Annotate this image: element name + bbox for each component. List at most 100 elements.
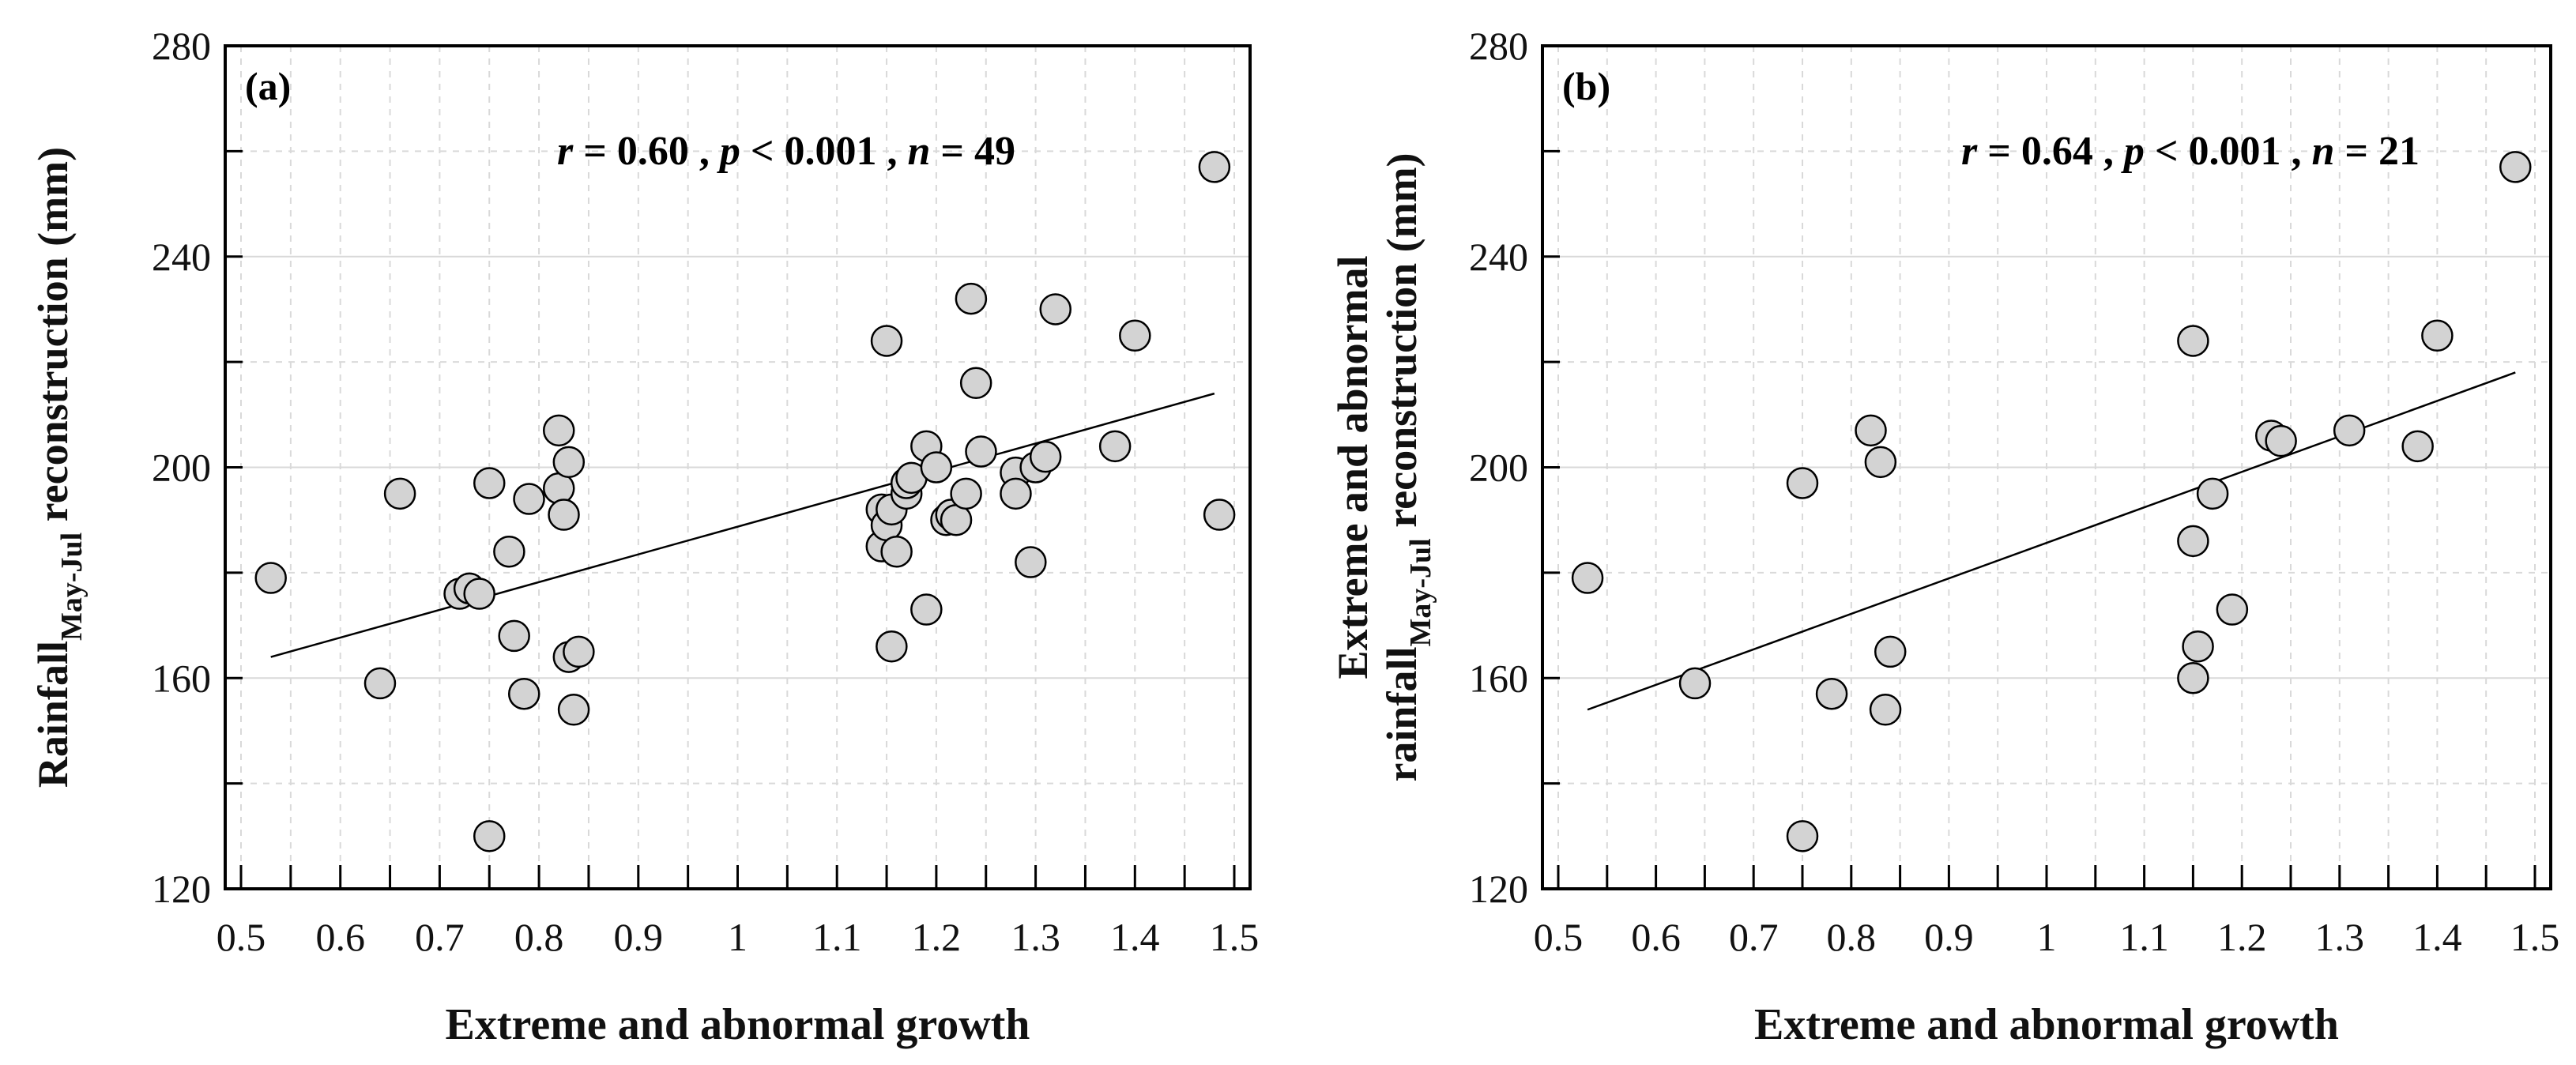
y-tick-label: 120	[1469, 867, 1528, 911]
plot-frame	[1541, 44, 2552, 890]
stat-p: p	[717, 129, 740, 174]
stat-n-value: = 21	[2334, 129, 2420, 174]
data-point	[2182, 630, 2214, 663]
y-label-main: rainfall	[1378, 647, 1425, 782]
y-tick-label: 120	[152, 867, 211, 911]
stats-annotation: r = 0.60 , p < 0.001 , n = 49	[557, 129, 1015, 174]
plot-frame	[224, 44, 1252, 890]
x-tick-label: 0.7	[1729, 915, 1779, 959]
x-tick-label: 1.3	[2315, 915, 2365, 959]
x-tick-label: 0.6	[1631, 915, 1681, 959]
x-tick-label: 1	[728, 915, 748, 959]
data-point	[950, 477, 982, 510]
data-point	[2177, 325, 2209, 357]
data-point	[507, 678, 540, 710]
y-label-subscript: May-Jul	[1404, 538, 1437, 646]
y-label-subscript: May-Jul	[55, 532, 89, 641]
y-tick-label: 200	[152, 446, 211, 490]
data-point	[1039, 293, 1071, 326]
data-point	[2216, 593, 2249, 626]
data-point	[876, 630, 908, 663]
data-point	[1000, 477, 1032, 510]
data-point	[2421, 319, 2454, 352]
data-point	[959, 367, 992, 400]
stat-r-value: = 0.60 ,	[573, 129, 720, 174]
data-point	[548, 499, 580, 531]
x-tick-label: 1.4	[2412, 915, 2462, 959]
y-tick-label: 160	[152, 656, 211, 700]
y-tick-label: 240	[152, 235, 211, 279]
x-axis-label: Extreme and abnormal growth	[446, 1000, 1030, 1049]
data-point	[513, 483, 545, 515]
x-tick-label: 0.5	[1534, 915, 1584, 959]
data-point	[2333, 414, 2366, 447]
x-tick-label: 0.9	[614, 915, 664, 959]
x-tick-label: 0.9	[1924, 915, 1974, 959]
stat-n: n	[907, 129, 930, 174]
stat-r: r	[1961, 129, 1978, 174]
x-tick-label: 1.3	[1011, 915, 1060, 959]
data-point	[563, 635, 595, 668]
y-tick-label: 280	[152, 24, 211, 68]
data-point	[473, 467, 506, 499]
data-point	[1098, 430, 1132, 463]
data-point	[1815, 678, 1848, 710]
x-tick-label: 0.5	[217, 915, 266, 959]
data-point	[920, 451, 953, 484]
y-tick-label: 240	[1469, 235, 1528, 279]
data-point	[557, 694, 590, 726]
data-point	[2177, 662, 2209, 694]
panel-a: 0.5 0.6 0.7 0.8 0.9 1 1.1 1.2 1.3 1.4 1.5 120 160 200…	[29, 24, 1259, 1049]
y-axis-label: Extreme and abnormal	[1329, 256, 1377, 679]
data-point	[1015, 546, 1047, 578]
stat-r-value: = 0.64 ,	[1977, 129, 2124, 174]
x-tick-label: 1.2	[912, 915, 962, 959]
data-point	[2401, 430, 2434, 463]
data-point	[493, 535, 525, 568]
x-axis-label: Extreme and abnormal growth	[1754, 1000, 2339, 1049]
y-tick-label: 280	[1469, 24, 1528, 68]
data-point	[870, 325, 903, 357]
data-point	[383, 477, 416, 510]
x-tick-label: 1.5	[1210, 915, 1260, 959]
data-point	[363, 667, 397, 700]
data-point	[1203, 499, 1236, 531]
x-tick-label: 0.8	[514, 915, 564, 959]
x-tick-label: 1.1	[812, 915, 862, 959]
data-point	[1119, 319, 1151, 352]
y-label-main: Extreme and abnormal	[1329, 256, 1377, 679]
data-point	[2499, 151, 2532, 183]
x-tick-label: 1.2	[2217, 915, 2267, 959]
x-tick-label: 1.5	[2510, 915, 2560, 959]
data-point	[552, 446, 586, 479]
data-point	[1678, 667, 1712, 700]
x-tick-label: 1	[2037, 915, 2057, 959]
data-point	[955, 282, 988, 315]
data-point	[254, 562, 287, 594]
data-point	[1786, 820, 1819, 852]
data-point	[1571, 562, 1604, 594]
stat-p-value: < 0.001 ,	[740, 129, 908, 174]
x-tick-label: 0.8	[1827, 915, 1877, 959]
stat-n: n	[2311, 129, 2334, 174]
stats-annotation: r = 0.64 , p < 0.001 , n = 21	[1961, 129, 2420, 174]
x-tick-label: 1.1	[2119, 915, 2169, 959]
y-tick-label: 160	[1469, 656, 1528, 700]
y-label-rest: reconstruction (mm)	[1378, 152, 1425, 538]
y-axis-label: rainfallMay-Jul reconstruction (mm)	[1378, 152, 1437, 781]
panel-b: 0.5 0.6 0.7 0.8 0.9 1 1.1 1.2 1.3 1.4 1.5 120 160 200…	[1329, 24, 2559, 1049]
regression-line	[1587, 371, 2516, 711]
data-point	[2265, 424, 2297, 457]
regression-line	[270, 392, 1215, 658]
data-point	[965, 435, 997, 468]
data-point	[1198, 151, 1231, 183]
stat-r: r	[557, 129, 574, 174]
x-tick-label: 0.7	[415, 915, 465, 959]
data-point	[498, 619, 530, 653]
data-point	[473, 820, 506, 852]
stat-n-value: = 49	[930, 129, 1015, 174]
y-label-rest: reconstruction (mm)	[29, 147, 77, 532]
data-point	[1869, 694, 1902, 726]
data-point	[1786, 467, 1819, 499]
